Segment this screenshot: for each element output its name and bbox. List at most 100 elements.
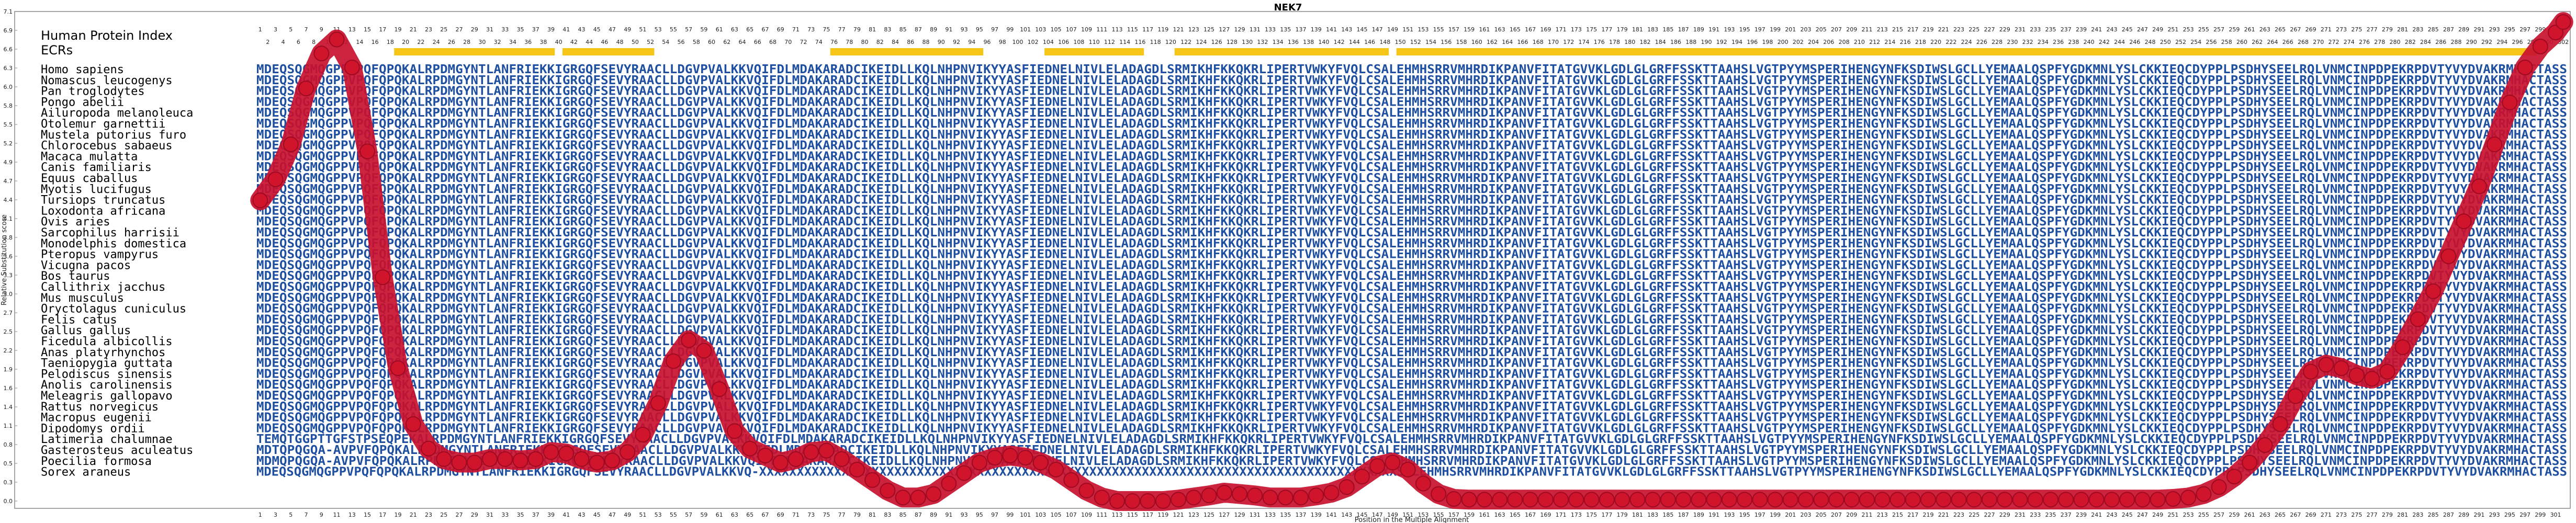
- score-point: [1002, 448, 1018, 464]
- sequence-row: MDEQSQGMQGPPVPQFQPQKALRPDMGYNTLANFRIEKKI…: [256, 74, 2567, 87]
- top-index-label: 133: [1265, 26, 1276, 33]
- x-tick-label: 287: [2443, 511, 2454, 518]
- x-tick-label: 69: [777, 511, 784, 518]
- species-label: Ovis aries: [41, 215, 110, 229]
- x-tick-label: 257: [2213, 511, 2224, 518]
- top-index-label: 166: [1517, 39, 1528, 46]
- top-index-label: 214: [1884, 39, 1895, 46]
- y-tick-label: 4.9: [4, 159, 13, 166]
- top-index-label: 43: [578, 26, 585, 33]
- x-axis-label: Position in the Multiple Alignment: [1355, 516, 1469, 523]
- y-tick-label: 1.9: [4, 366, 13, 373]
- species-label: Pteropus vampyrus: [41, 248, 159, 262]
- top-index-label: 3: [274, 26, 277, 33]
- top-index-label: 253: [2183, 26, 2194, 33]
- top-index-label: 37: [532, 26, 539, 33]
- x-tick-label: 235: [2045, 511, 2056, 518]
- score-point: [558, 446, 575, 462]
- top-index-label: 27: [455, 26, 463, 33]
- x-tick-label: 253: [2183, 511, 2194, 518]
- score-point: [2042, 492, 2058, 508]
- sequence-row: MDEQSQGMQGPPVPQFQPQKALRPDMGYNTLANFRIEKKI…: [256, 378, 2567, 392]
- x-tick-label: 273: [2336, 511, 2347, 518]
- sequence-row: MDEQSQGMQGPPVPQFQPQKALRPDMGYNTLANFRIEKKI…: [256, 226, 2567, 240]
- top-index-label: 160: [1471, 39, 1482, 46]
- top-index-label: 254: [2190, 39, 2201, 46]
- top-index-label: 204: [1808, 39, 1819, 46]
- sequence-row: MDEQSQGMQGPPVPQFQPQKALRPDMGYNTLANFRIEKKI…: [256, 215, 2567, 229]
- score-point: [2287, 388, 2303, 404]
- score-point: [1537, 492, 1554, 508]
- score-point: [344, 59, 360, 75]
- top-index-label: 146: [1364, 39, 1375, 46]
- score-point: [1308, 487, 1324, 504]
- top-index-label: 64: [739, 39, 746, 46]
- score-point: [573, 451, 590, 467]
- sequence-row: MDEQSQGMQGPPVPQFQPQKALRPDMGYNTLANFRIEKKI…: [256, 313, 2567, 326]
- top-index-label: 89: [930, 26, 937, 33]
- score-point: [2242, 454, 2258, 471]
- top-index-label: 271: [2321, 26, 2332, 33]
- score-point: [2103, 492, 2120, 508]
- x-tick-label: 97: [991, 511, 998, 518]
- species-label: Macaca mulatta: [41, 150, 138, 163]
- top-index-label: 233: [2030, 26, 2041, 33]
- score-point: [818, 442, 835, 459]
- top-index-label: 26: [448, 39, 455, 46]
- top-index-label: 295: [2504, 26, 2515, 33]
- top-index-label: 278: [2374, 39, 2385, 46]
- top-index-label: 257: [2213, 26, 2224, 33]
- y-tick-label: 6.9: [4, 27, 13, 34]
- top-index-label: 211: [1862, 26, 1873, 33]
- score-point: [880, 482, 896, 498]
- score-point: [696, 343, 712, 359]
- top-index-label: 40: [555, 39, 563, 46]
- top-index-label: 284: [2420, 39, 2431, 46]
- x-tick-label: 55: [670, 511, 677, 518]
- species-label: Homo sapiens: [41, 63, 124, 76]
- x-tick-label: 153: [1418, 511, 1428, 518]
- x-tick-label: 99: [1006, 511, 1014, 518]
- x-tick-label: 67: [761, 511, 769, 518]
- score-point: [359, 143, 376, 160]
- x-tick-label: 103: [1035, 511, 1046, 518]
- top-index-label: 170: [1548, 39, 1559, 46]
- x-tick-label: 73: [807, 511, 815, 518]
- y-tick-label: 4.1: [4, 215, 13, 222]
- x-tick-label: 221: [1938, 511, 1949, 518]
- score-point: [1767, 492, 1783, 508]
- x-tick-label: 181: [1632, 511, 1643, 518]
- top-index-label: 179: [1617, 26, 1628, 33]
- top-index-label: 137: [1295, 26, 1306, 33]
- x-tick-label: 131: [1250, 511, 1261, 518]
- top-index-label: 246: [2129, 39, 2140, 46]
- top-index-label: 62: [723, 39, 730, 46]
- score-point: [1109, 493, 1126, 509]
- x-tick-label: 115: [1127, 511, 1138, 518]
- top-index-label: 157: [1448, 26, 1459, 33]
- x-tick-label: 43: [578, 511, 585, 518]
- top-index-label: 77: [838, 26, 846, 33]
- top-index-label: 250: [2160, 39, 2171, 46]
- top-index-label: 96: [983, 39, 991, 46]
- top-index-label: 127: [1219, 26, 1230, 33]
- top-index-label: 232: [2022, 39, 2033, 46]
- x-tick-label: 13: [348, 511, 356, 518]
- top-index-label: 164: [1502, 39, 1513, 46]
- score-point: [1920, 492, 1937, 508]
- top-index-label: 176: [1594, 39, 1605, 46]
- top-index-label: 149: [1387, 26, 1398, 33]
- top-index-label: 156: [1441, 39, 1452, 46]
- top-index-label: 183: [1647, 26, 1658, 33]
- score-point: [1737, 492, 1753, 508]
- top-index-label: 54: [662, 39, 669, 46]
- score-point: [1201, 487, 1217, 504]
- score-point: [1415, 475, 1431, 492]
- x-tick-label: 133: [1265, 511, 1276, 518]
- ecr-segment: [562, 48, 655, 55]
- top-index-label: 30: [478, 39, 486, 46]
- score-point: [2348, 367, 2365, 383]
- y-tick-label: 3.0: [4, 291, 13, 298]
- x-tick-label: 49: [624, 511, 631, 518]
- x-tick-label: 165: [1510, 511, 1521, 518]
